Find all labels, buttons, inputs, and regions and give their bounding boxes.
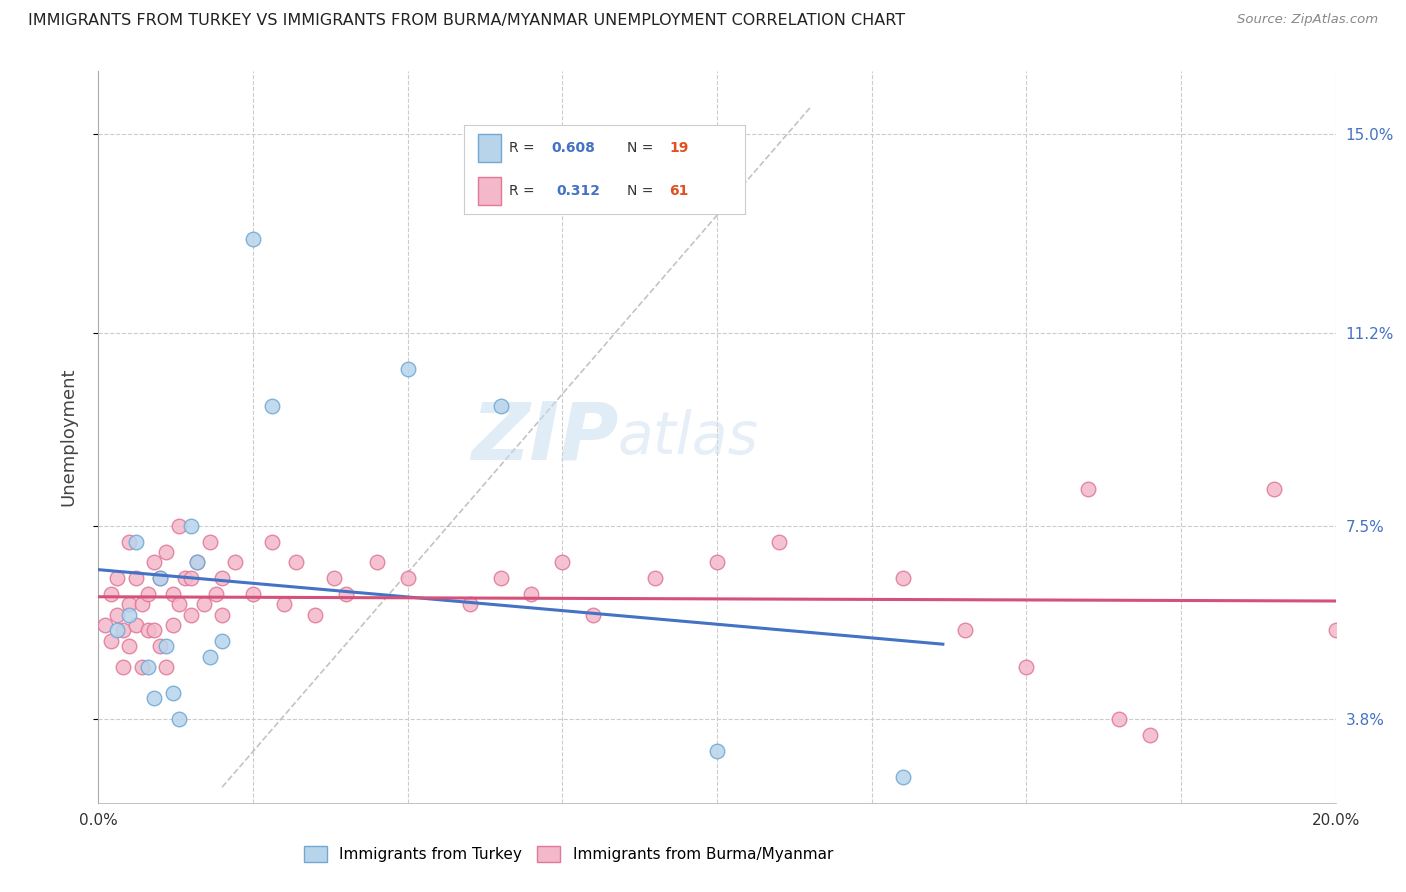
Point: [335, 587, 357, 601]
Point: [155, 660, 177, 674]
Text: IMMIGRANTS FROM TURKEY VS IMMIGRANTS FROM BURMA/MYANMAR UNEMPLOYMENT CORRELATION: IMMIGRANTS FROM TURKEY VS IMMIGRANTS FRO…: [28, 13, 905, 29]
Y-axis label: Unemployment: Unemployment: [59, 368, 77, 507]
Point: [211, 633, 233, 648]
Point: [118, 597, 141, 611]
Text: 19: 19: [669, 141, 689, 155]
Point: [149, 639, 172, 653]
Point: [1324, 624, 1347, 638]
Point: [186, 556, 208, 570]
Point: [93, 618, 115, 632]
Point: [180, 607, 202, 622]
Point: [167, 519, 190, 533]
Point: [105, 624, 128, 638]
Point: [167, 597, 190, 611]
Text: Source: ZipAtlas.com: Source: ZipAtlas.com: [1237, 13, 1378, 27]
Point: [112, 660, 135, 674]
Text: 61: 61: [669, 184, 689, 198]
Point: [198, 649, 221, 664]
Point: [100, 633, 122, 648]
Point: [143, 556, 166, 570]
Point: [396, 362, 419, 376]
Point: [105, 607, 128, 622]
Legend: Immigrants from Turkey, Immigrants from Burma/Myanmar: Immigrants from Turkey, Immigrants from …: [298, 840, 839, 868]
Point: [118, 534, 141, 549]
Bar: [478, 177, 501, 205]
Point: [143, 624, 166, 638]
Point: [143, 691, 166, 706]
Point: [224, 556, 246, 570]
Point: [124, 534, 146, 549]
Text: atlas: atlas: [619, 409, 759, 466]
Point: [155, 545, 177, 559]
Point: [489, 571, 512, 585]
Point: [285, 556, 308, 570]
Point: [891, 571, 914, 585]
Point: [242, 587, 264, 601]
Point: [582, 607, 605, 622]
Point: [322, 571, 344, 585]
Point: [180, 571, 202, 585]
Point: [706, 743, 728, 757]
Point: [149, 571, 172, 585]
Point: [260, 534, 283, 549]
Point: [706, 556, 728, 570]
Point: [211, 571, 233, 585]
Point: [124, 571, 146, 585]
Text: 0.608: 0.608: [551, 141, 595, 155]
Point: [186, 556, 208, 570]
Point: [118, 607, 141, 622]
Point: [396, 571, 419, 585]
Point: [162, 587, 184, 601]
Point: [167, 712, 190, 726]
Point: [304, 607, 326, 622]
Point: [136, 624, 159, 638]
Point: [458, 597, 481, 611]
Text: ZIP: ZIP: [471, 398, 619, 476]
Point: [124, 618, 146, 632]
Point: [155, 639, 177, 653]
Point: [131, 597, 153, 611]
Point: [644, 571, 666, 585]
Point: [953, 624, 976, 638]
Point: [891, 770, 914, 784]
Text: R =: R =: [509, 184, 543, 198]
Point: [136, 587, 159, 601]
Point: [105, 571, 128, 585]
Point: [1139, 728, 1161, 742]
Text: N =: N =: [627, 141, 658, 155]
Point: [118, 639, 141, 653]
Point: [1077, 483, 1099, 497]
Point: [211, 607, 233, 622]
Point: [205, 587, 228, 601]
Bar: [478, 134, 501, 162]
Point: [1263, 483, 1285, 497]
Point: [149, 571, 172, 585]
Point: [768, 534, 790, 549]
Point: [193, 597, 215, 611]
Point: [174, 571, 197, 585]
Point: [242, 231, 264, 245]
Point: [100, 587, 122, 601]
Point: [112, 624, 135, 638]
Point: [551, 556, 574, 570]
Text: R =: R =: [509, 141, 538, 155]
Point: [136, 660, 159, 674]
Point: [162, 618, 184, 632]
Point: [520, 587, 543, 601]
Point: [366, 556, 388, 570]
Point: [273, 597, 295, 611]
Point: [198, 534, 221, 549]
Text: N =: N =: [627, 184, 658, 198]
Point: [1015, 660, 1038, 674]
Point: [1108, 712, 1130, 726]
Point: [180, 519, 202, 533]
Point: [162, 686, 184, 700]
Point: [131, 660, 153, 674]
Text: 0.312: 0.312: [557, 184, 600, 198]
Point: [489, 399, 512, 413]
Point: [260, 399, 283, 413]
